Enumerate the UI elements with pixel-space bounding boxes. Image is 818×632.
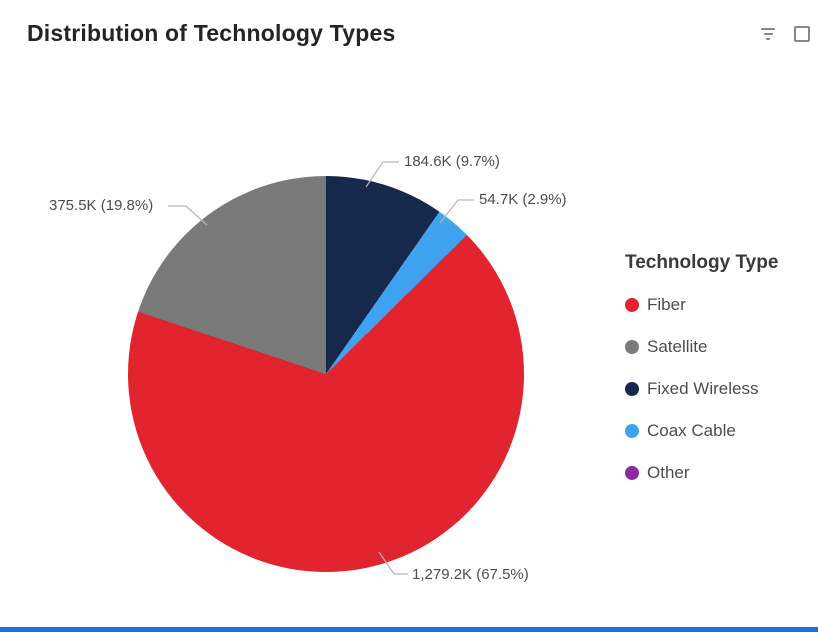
legend-label-satellite: Satellite — [647, 337, 708, 356]
filter-icon[interactable] — [758, 24, 778, 44]
legend-dot-satellite — [625, 340, 639, 354]
bottom-accent-bar — [0, 627, 818, 632]
visual-header-toolbar — [758, 24, 812, 44]
legend-item-fiber[interactable]: Fiber — [625, 290, 815, 320]
data-label-fixed-wireless: 184.6K (9.7%) — [404, 153, 500, 170]
focus-mode-icon[interactable] — [792, 24, 812, 44]
legend-dot-coax-cable — [625, 424, 639, 438]
pie[interactable] — [128, 176, 524, 572]
legend-label-fixed-wireless: Fixed Wireless — [647, 379, 759, 398]
legend-item-fixed-wireless[interactable]: Fixed Wireless — [625, 374, 815, 404]
legend: Technology Type Fiber Satellite Fixed Wi… — [625, 252, 815, 500]
legend-label-coax-cable: Coax Cable — [647, 421, 736, 440]
page-title: Distribution of Technology Types — [27, 20, 396, 46]
data-label-fiber: 1,279.2K (67.5%) — [412, 566, 529, 583]
legend-dot-fiber — [625, 298, 639, 312]
legend-item-other[interactable]: Other — [625, 458, 815, 488]
data-label-coax-cable: 54.7K (2.9%) — [479, 191, 567, 208]
filter-icon-glyph — [761, 28, 775, 40]
data-label-satellite: 375.5K (19.8%) — [49, 197, 154, 214]
legend-dot-fixed-wireless — [625, 382, 639, 396]
legend-label-other: Other — [647, 463, 690, 482]
legend-label-fiber: Fiber — [647, 295, 686, 314]
legend-title: Technology Type — [625, 252, 779, 273]
legend-dot-other — [625, 466, 639, 480]
focus-mode-icon-glyph — [794, 26, 810, 42]
legend-item-coax-cable[interactable]: Coax Cable — [625, 416, 815, 446]
legend-item-satellite[interactable]: Satellite — [625, 332, 815, 362]
